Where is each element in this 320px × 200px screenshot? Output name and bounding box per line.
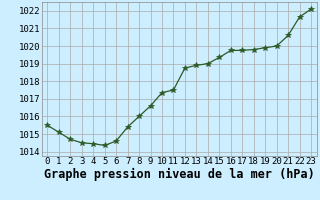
X-axis label: Graphe pression niveau de la mer (hPa): Graphe pression niveau de la mer (hPa) (44, 168, 315, 181)
